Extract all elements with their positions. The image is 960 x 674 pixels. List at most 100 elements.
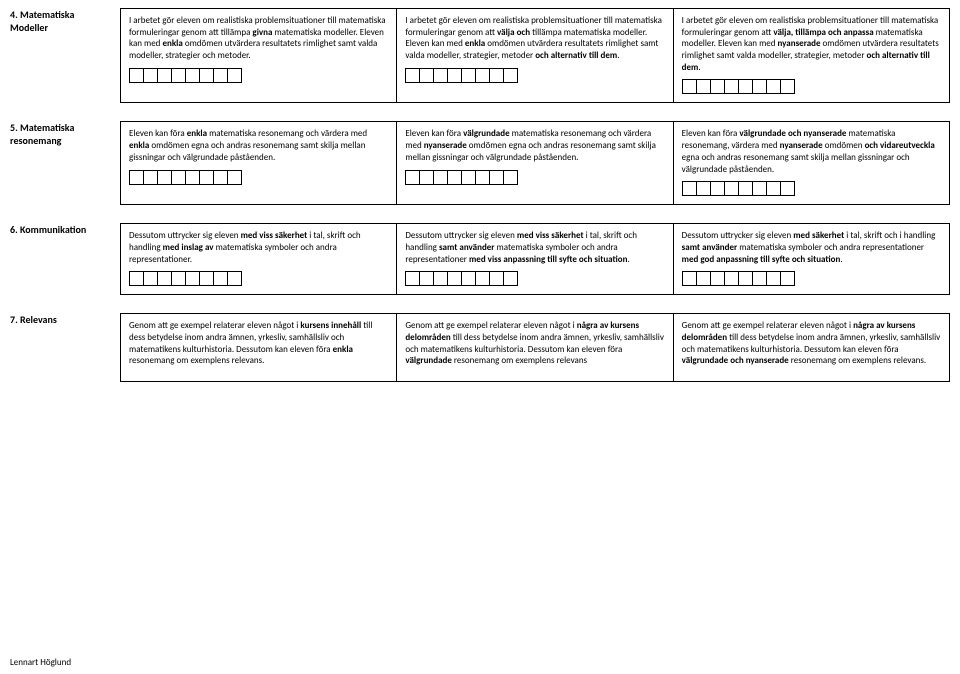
- checkbox[interactable]: [710, 79, 725, 94]
- criteria-text: I arbetet gör eleven om realistiska prob…: [682, 15, 941, 73]
- checkbox[interactable]: [489, 271, 504, 286]
- checkbox-row: [682, 181, 941, 196]
- checkbox[interactable]: [447, 68, 462, 83]
- checkbox[interactable]: [129, 170, 144, 185]
- checkbox[interactable]: [143, 170, 158, 185]
- checkbox[interactable]: [143, 68, 158, 83]
- checkbox[interactable]: [475, 271, 490, 286]
- checkbox[interactable]: [185, 170, 200, 185]
- checkbox[interactable]: [405, 170, 420, 185]
- checkbox[interactable]: [682, 271, 697, 286]
- checkbox[interactable]: [143, 271, 158, 286]
- criteria-text: Genom att ge exempel relaterar eleven nå…: [405, 320, 664, 367]
- checkbox[interactable]: [696, 79, 711, 94]
- checkbox[interactable]: [185, 271, 200, 286]
- checkbox[interactable]: [766, 79, 781, 94]
- checkbox[interactable]: [171, 271, 186, 286]
- criteria-cell: Eleven kan föra välgrundade matematiska …: [397, 122, 673, 204]
- checkbox[interactable]: [227, 170, 242, 185]
- section-body: Dessutom uttrycker sig eleven med viss s…: [120, 223, 950, 295]
- checkbox[interactable]: [157, 68, 172, 83]
- checkbox[interactable]: [129, 271, 144, 286]
- section-0: 4. MatematiskaModellerI arbetet gör elev…: [10, 8, 950, 103]
- checkbox[interactable]: [503, 170, 518, 185]
- checkbox[interactable]: [419, 170, 434, 185]
- checkbox-row: [129, 68, 388, 83]
- section-1: 5. Matematiskaresonemang Eleven kan föra …: [10, 121, 950, 205]
- criteria-cell: Dessutom uttrycker sig eleven med säkerh…: [674, 224, 949, 294]
- section-title: 7. Relevans: [10, 313, 120, 382]
- section-title: 4. MatematiskaModeller: [10, 8, 120, 103]
- checkbox[interactable]: [475, 68, 490, 83]
- criteria-cell: Dessutom uttrycker sig eleven med viss s…: [397, 224, 673, 294]
- criteria-text: Eleven kan föra enkla matematiska resone…: [129, 128, 388, 163]
- checkbox[interactable]: [766, 181, 781, 196]
- criteria-text: Genom att ge exempel relaterar eleven nå…: [129, 320, 388, 367]
- checkbox[interactable]: [475, 170, 490, 185]
- criteria-text: Dessutom uttrycker sig eleven med säkerh…: [682, 230, 941, 265]
- checkbox[interactable]: [489, 170, 504, 185]
- checkbox[interactable]: [213, 68, 228, 83]
- criteria-text: Dessutom uttrycker sig eleven med viss s…: [129, 230, 388, 265]
- checkbox[interactable]: [461, 68, 476, 83]
- checkbox-row: [405, 271, 664, 286]
- checkbox[interactable]: [405, 271, 420, 286]
- checkbox[interactable]: [489, 68, 504, 83]
- checkbox[interactable]: [199, 170, 214, 185]
- checkbox[interactable]: [129, 68, 144, 83]
- checkbox[interactable]: [405, 68, 420, 83]
- checkbox[interactable]: [738, 271, 753, 286]
- section-title: 5. Matematiskaresonemang: [10, 121, 120, 205]
- checkbox[interactable]: [461, 170, 476, 185]
- checkbox[interactable]: [171, 68, 186, 83]
- criteria-text: Genom att ge exempel relaterar eleven nå…: [682, 320, 941, 367]
- checkbox[interactable]: [724, 79, 739, 94]
- checkbox[interactable]: [682, 79, 697, 94]
- checkbox[interactable]: [185, 68, 200, 83]
- checkbox[interactable]: [503, 68, 518, 83]
- checkbox[interactable]: [419, 271, 434, 286]
- section-body: Eleven kan föra enkla matematiska resone…: [120, 121, 950, 205]
- checkbox[interactable]: [738, 79, 753, 94]
- checkbox[interactable]: [696, 181, 711, 196]
- checkbox[interactable]: [780, 79, 795, 94]
- section-body: Genom att ge exempel relaterar eleven nå…: [120, 313, 950, 382]
- checkbox[interactable]: [433, 170, 448, 185]
- checkbox[interactable]: [171, 170, 186, 185]
- checkbox[interactable]: [696, 271, 711, 286]
- checkbox[interactable]: [752, 79, 767, 94]
- section-title: 6. Kommunikation: [10, 223, 120, 295]
- checkbox[interactable]: [447, 271, 462, 286]
- checkbox[interactable]: [461, 271, 476, 286]
- checkbox[interactable]: [766, 271, 781, 286]
- checkbox[interactable]: [710, 271, 725, 286]
- checkbox[interactable]: [227, 271, 242, 286]
- checkbox[interactable]: [213, 170, 228, 185]
- checkbox[interactable]: [724, 181, 739, 196]
- checkbox[interactable]: [752, 271, 767, 286]
- checkbox[interactable]: [738, 181, 753, 196]
- checkbox[interactable]: [433, 271, 448, 286]
- checkbox-row: [129, 170, 388, 185]
- checkbox[interactable]: [157, 271, 172, 286]
- checkbox[interactable]: [213, 271, 228, 286]
- checkbox[interactable]: [433, 68, 448, 83]
- criteria-cell: Eleven kan föra välgrundade och nyansera…: [674, 122, 949, 204]
- checkbox[interactable]: [780, 181, 795, 196]
- checkbox[interactable]: [447, 170, 462, 185]
- checkbox[interactable]: [724, 271, 739, 286]
- criteria-text: I arbetet gör eleven om realistiska prob…: [405, 15, 664, 62]
- checkbox[interactable]: [199, 68, 214, 83]
- checkbox[interactable]: [503, 271, 518, 286]
- checkbox[interactable]: [419, 68, 434, 83]
- criteria-cell: I arbetet gör eleven om realistiska prob…: [674, 9, 949, 102]
- criteria-text: I arbetet gör eleven om realistiska prob…: [129, 15, 388, 62]
- checkbox[interactable]: [780, 271, 795, 286]
- checkbox[interactable]: [227, 68, 242, 83]
- checkbox-row: [682, 271, 941, 286]
- checkbox[interactable]: [157, 170, 172, 185]
- checkbox[interactable]: [752, 181, 767, 196]
- checkbox[interactable]: [682, 181, 697, 196]
- checkbox[interactable]: [710, 181, 725, 196]
- checkbox[interactable]: [199, 271, 214, 286]
